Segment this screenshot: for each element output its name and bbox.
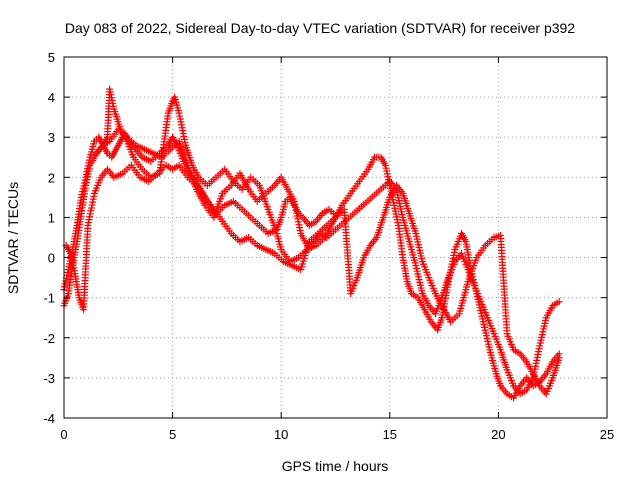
- y-tick-label: -3: [43, 371, 55, 386]
- plot-frame: [63, 56, 608, 419]
- x-tick-label: 0: [60, 427, 67, 442]
- y-tick-label: 1: [48, 210, 55, 225]
- y-tick-label: 3: [48, 130, 55, 145]
- x-tick-label: 10: [274, 427, 288, 442]
- y-axis-label: SDTVAR / TECUs: [5, 182, 21, 294]
- x-axis-label: GPS time / hours: [282, 458, 389, 474]
- y-tick-label: 2: [48, 170, 55, 185]
- data-point: [555, 354, 563, 362]
- y-tick-label: 5: [48, 50, 55, 65]
- data-point: [555, 298, 563, 306]
- x-tick-label: 15: [383, 427, 397, 442]
- axis-ticks: 0 5 10 15 20 25 -4 -3 -2 -1 0 1 2 3 4 5: [43, 50, 614, 442]
- x-tick-label: 20: [491, 427, 505, 442]
- x-tick-label: 5: [169, 427, 176, 442]
- y-tick-label: 4: [48, 90, 55, 105]
- y-tick-label: -2: [43, 331, 55, 346]
- y-tick-label: -4: [43, 411, 55, 426]
- series-track-c: [62, 161, 563, 398]
- grid: [64, 57, 607, 418]
- chart-title: Day 083 of 2022, Sidereal Day-to-day VTE…: [65, 20, 575, 36]
- x-tick-label: 25: [600, 427, 614, 442]
- series-track-d: [93, 125, 563, 398]
- data-series: [60, 85, 563, 402]
- y-tick-label: -1: [43, 291, 55, 306]
- y-tick-label: 0: [48, 251, 55, 266]
